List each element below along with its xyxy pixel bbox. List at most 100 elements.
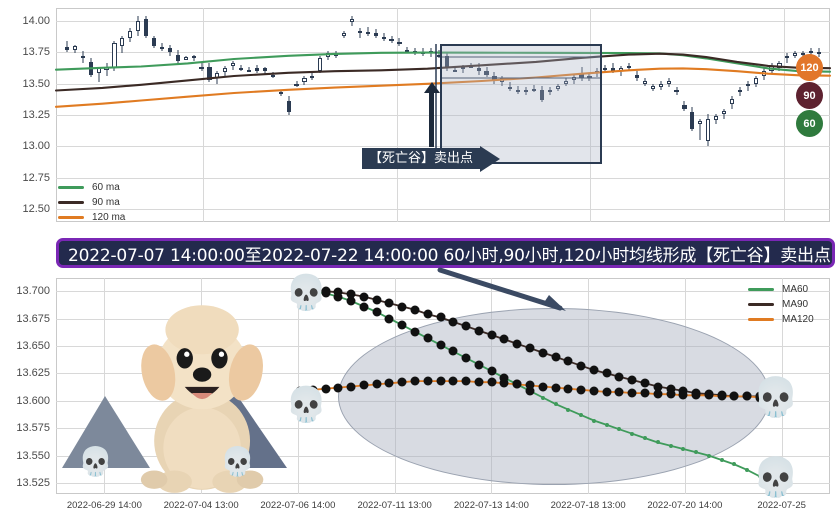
data-point [666,384,676,394]
candle-body [706,118,711,142]
upper-legend: 60 ma 90 ma 120 ma [58,180,125,225]
data-point [499,334,509,344]
candlestick [626,63,632,71]
candle-body [128,30,133,39]
candlestick [183,55,188,60]
candlestick [761,68,766,80]
candlestick [729,96,734,109]
candle-body [120,38,125,46]
candle-body [341,33,347,36]
data-point [602,387,612,397]
data-point [487,330,497,340]
skull-icon-ma60-end: 💀 [752,455,800,499]
gridline [201,278,203,494]
data-point [538,348,548,358]
y-axis-tick: 13.600 [16,394,50,407]
data-point [579,413,584,418]
data-point [410,376,420,386]
data-point [640,378,650,388]
data-point [706,453,711,458]
data-point [359,292,369,302]
data-point [758,474,762,479]
data-point [397,302,407,311]
y-axis-tick: 13.00 [22,140,50,153]
legend-swatch [58,186,84,189]
y-axis-tick: 13.575 [16,422,50,435]
candlestick [413,48,418,55]
candle-body [278,92,283,95]
chart-title-banner: 2022-07-07 14:00:00至2022-07-22 14:00:00 … [56,238,835,268]
candle-body [389,39,394,42]
candle-body [650,86,655,89]
candle-body [373,33,378,36]
candle-wick [367,26,369,36]
data-point [423,376,433,386]
candle-body [777,63,782,69]
candlestick [159,43,164,51]
data-point [742,391,752,401]
data-point [551,352,561,362]
candle-body [231,63,236,66]
data-point [653,389,663,399]
candle-body [88,62,93,75]
x-axis-tick: 2022-07-18 13:00 [550,500,626,511]
legend-row: MA60 [748,282,814,297]
candle-body [682,104,687,109]
candlestick [619,65,624,76]
data-point [487,366,497,376]
candle-body [714,116,719,121]
data-point [614,387,624,397]
candle-wick [66,40,68,53]
candlestick [80,50,85,64]
candlestick [753,75,758,88]
candlestick [745,81,750,92]
candle-body [72,45,77,50]
callout-label: 【死亡谷】卖出点 [362,148,481,169]
data-point [384,378,394,388]
data-point [423,309,433,319]
candlestick [270,72,275,79]
candle-body [254,68,259,71]
candle-body [80,55,85,59]
data-point [295,386,305,396]
ma-badge-90[interactable]: 90 [796,82,823,109]
ma-badge-60[interactable]: 60 [796,110,823,137]
data-point [540,395,545,400]
data-point [566,407,571,412]
data-point [461,353,471,363]
data-point [474,377,484,387]
y-axis-tick: 12.75 [22,171,50,184]
candle-wick [723,108,725,119]
candlestick [634,70,639,81]
data-point [410,305,420,315]
candle-body [112,43,117,69]
data-point [691,390,701,400]
data-point [512,379,522,389]
data-point [461,321,471,331]
candlestick [603,64,608,74]
candle-body [634,74,639,79]
data-point [333,287,343,297]
badge-label: 120 [800,61,819,74]
candle-body [413,50,418,53]
candlestick [262,67,267,75]
gridline [781,278,783,494]
y-axis-tick: 14.00 [22,14,50,27]
data-point [563,384,573,394]
data-point [461,376,471,386]
ma-badge-120[interactable]: 120 [796,54,823,81]
candlestick [136,15,141,36]
legend-label: 120 ma [92,212,126,223]
candle-body [721,111,727,114]
candlestick [294,81,299,88]
candle-body [191,55,196,59]
legend-label: 90 ma [92,197,120,208]
data-point [346,382,356,392]
candlestick [658,81,663,90]
candle-wick [359,28,361,39]
candle-body [729,98,734,104]
candle-body [318,58,323,71]
data-point [436,312,446,322]
candlestick [777,60,782,71]
data-point [589,386,599,396]
